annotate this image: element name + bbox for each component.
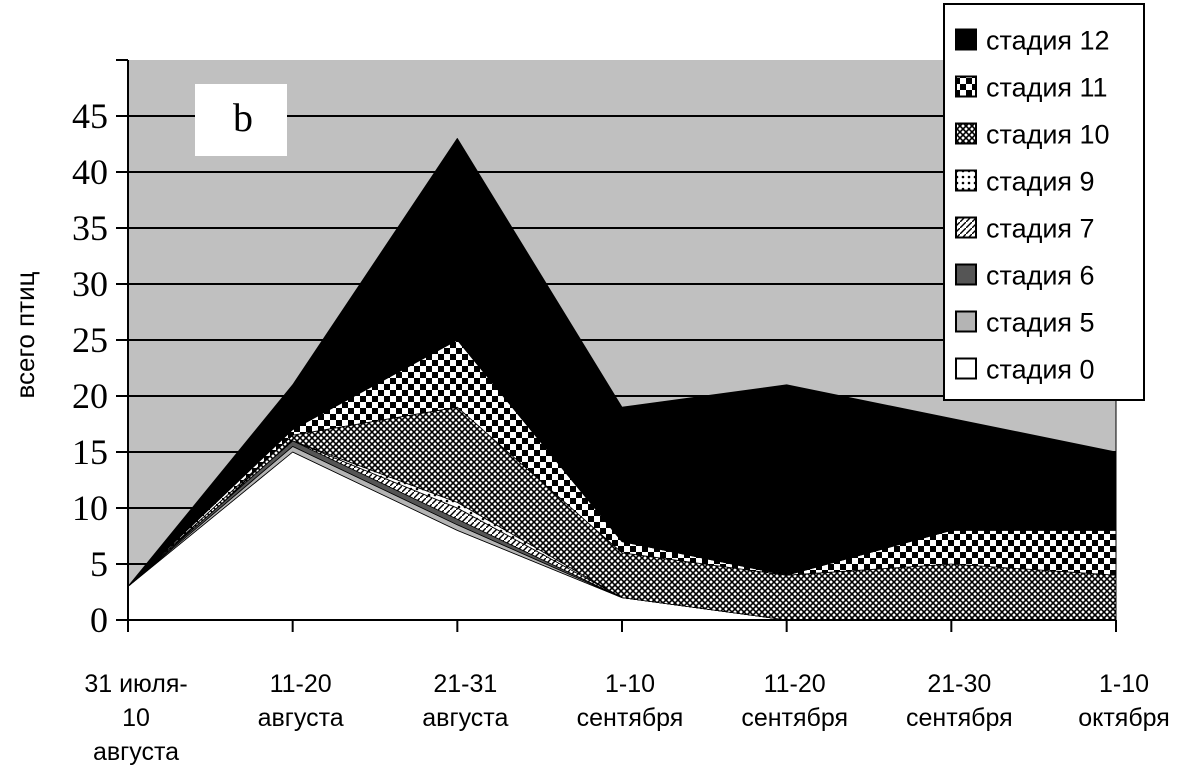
y-tick-label: 35 <box>72 208 108 248</box>
legend-item-стадия-11: стадия 11 <box>955 73 1108 103</box>
x-tick-label: 21-31 августа <box>422 670 508 732</box>
legend-label: стадия 7 <box>986 214 1095 244</box>
x-tick-label: 1-10 сентября <box>577 670 684 732</box>
y-tick-label: 40 <box>72 152 108 192</box>
y-tick-label: 5 <box>90 544 108 584</box>
legend-swatch <box>955 310 977 333</box>
legend-swatch <box>955 357 977 380</box>
legend-label: стадия 6 <box>986 261 1095 291</box>
y-tick-label: 15 <box>72 432 108 472</box>
legend-swatch <box>955 169 977 192</box>
legend-swatch <box>955 263 977 286</box>
legend-label: стадия 11 <box>986 73 1108 103</box>
y-tick-label: 25 <box>72 320 108 360</box>
x-tick-label: 21-30 сентября <box>906 670 1013 732</box>
legend-item-стадия-9: стадия 9 <box>955 167 1095 197</box>
legend-label: стадия 10 <box>986 120 1110 150</box>
panel-label-box: b <box>195 84 287 156</box>
x-tick-label: 11-20 сентября <box>741 670 848 732</box>
legend-swatch <box>955 122 977 145</box>
legend-item-стадия-12: стадия 12 <box>955 26 1110 56</box>
y-tick-label: 10 <box>72 488 108 528</box>
legend-item-стадия-7: стадия 7 <box>955 214 1095 244</box>
y-tick-label: 20 <box>72 376 108 416</box>
legend-label: стадия 5 <box>986 308 1095 338</box>
legend-item-стадия-0: стадия 0 <box>955 355 1095 385</box>
legend-swatch <box>955 28 977 51</box>
legend-item-стадия-6: стадия 6 <box>955 261 1095 291</box>
legend-label: стадия 0 <box>986 355 1095 385</box>
y-tick-label: 45 <box>72 96 108 136</box>
legend-item-стадия-10: стадия 10 <box>955 120 1110 150</box>
x-tick-label: 11-20 августа <box>258 670 344 732</box>
y-tick-label: 30 <box>72 264 108 304</box>
legend: стадия 12 стадия 11 стадия 10 стадия 9 стади… <box>943 3 1145 401</box>
legend-box <box>943 3 1145 401</box>
legend-swatch <box>955 75 977 98</box>
legend-label: стадия 9 <box>986 167 1095 197</box>
legend-swatch <box>955 216 977 239</box>
x-tick-labels: 31 июля-10 августа 11-20 августа 21-31 август… <box>84 670 1169 766</box>
panel-label: b <box>233 95 253 140</box>
y-tick-labels: 0 5 10 15 20 25 30 35 40 45 <box>72 96 108 640</box>
legend-item-стадия-5: стадия 5 <box>955 308 1095 338</box>
x-tick-label: 1-10 октября <box>1078 670 1170 732</box>
y-axis-label: всего птиц <box>10 271 40 398</box>
x-tick-label: 31 июля-10 августа <box>84 670 187 766</box>
legend-label: стадия 12 <box>986 26 1110 56</box>
axes <box>116 59 1117 632</box>
y-tick-label: 0 <box>90 600 108 640</box>
